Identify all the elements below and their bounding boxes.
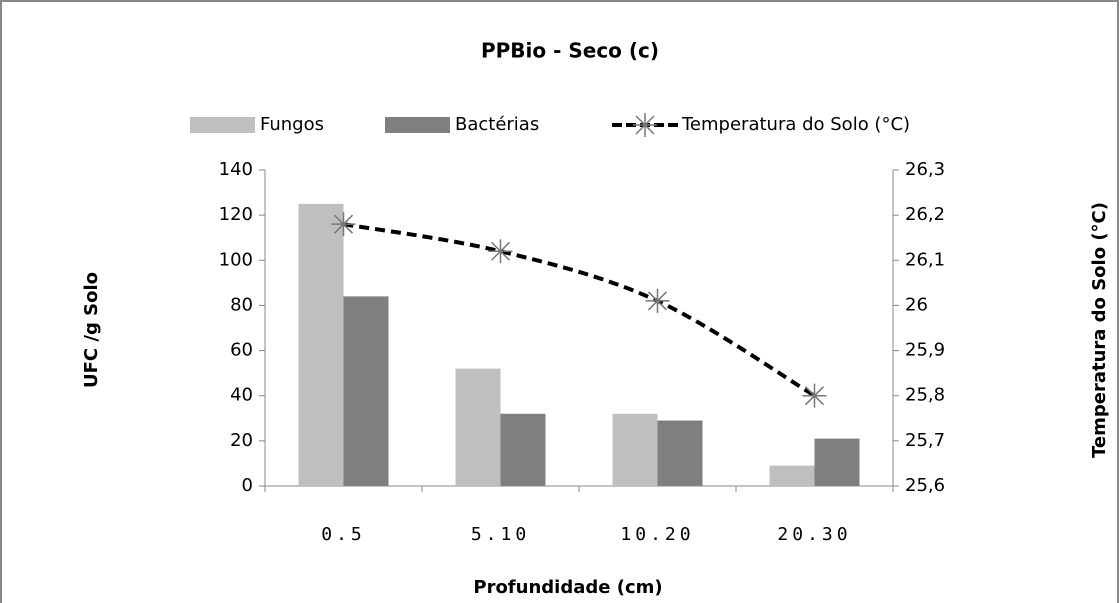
- legend-label: Bactérias: [455, 114, 539, 135]
- y2-tick-label: 25,7: [905, 430, 945, 451]
- x-tick-label: 10.20: [620, 524, 694, 545]
- y2-tick-label: 25,9: [905, 340, 945, 361]
- legend-swatch: [385, 117, 450, 133]
- y2-tick-label: 26,1: [905, 249, 945, 270]
- bar: [814, 438, 860, 486]
- line-marker: [331, 212, 356, 237]
- y-tick-label: 60: [230, 340, 253, 361]
- legend-label: Fungos: [260, 114, 324, 135]
- y-tick-label: 140: [219, 159, 253, 180]
- y2-tick-label: 26: [905, 294, 928, 315]
- bar: [500, 413, 546, 486]
- y-tick-label: 120: [219, 204, 253, 225]
- line-marker: [802, 383, 827, 408]
- legend-swatch: [190, 117, 255, 133]
- y2-tick-label: 25,6: [905, 475, 945, 496]
- x-tick-label: 0.5: [321, 524, 366, 545]
- y-tick-label: 0: [242, 475, 253, 496]
- y-axis-title: UFC /g Solo: [81, 272, 102, 388]
- bar: [612, 413, 658, 486]
- bar: [769, 465, 815, 486]
- legend-marker: [633, 113, 657, 137]
- y2-axis-title: Temperatura do Solo (°C): [1089, 202, 1110, 458]
- x-tick-label: 20.30: [777, 524, 851, 545]
- y2-tick-label: 26,3: [905, 159, 945, 180]
- y-tick-label: 40: [230, 385, 253, 406]
- line: [343, 222, 816, 398]
- y2-tick-label: 25,8: [905, 385, 945, 406]
- y-tick-label: 100: [219, 249, 253, 270]
- bar: [657, 420, 703, 486]
- y2-tick-label: 26,2: [905, 204, 945, 225]
- line-marker: [645, 288, 670, 313]
- bar: [343, 296, 389, 486]
- y-tick-label: 80: [230, 294, 253, 315]
- legend-label: Temperatura do Solo (°C): [681, 114, 910, 135]
- chart-title: PPBio - Seco (c): [481, 39, 659, 63]
- x-tick-label: 5.10: [471, 524, 530, 545]
- bar: [455, 368, 501, 486]
- bar: [298, 203, 344, 486]
- y-tick-label: 20: [230, 430, 253, 451]
- line-marker: [488, 239, 513, 264]
- x-axis-title: Profundidade (cm): [473, 577, 662, 598]
